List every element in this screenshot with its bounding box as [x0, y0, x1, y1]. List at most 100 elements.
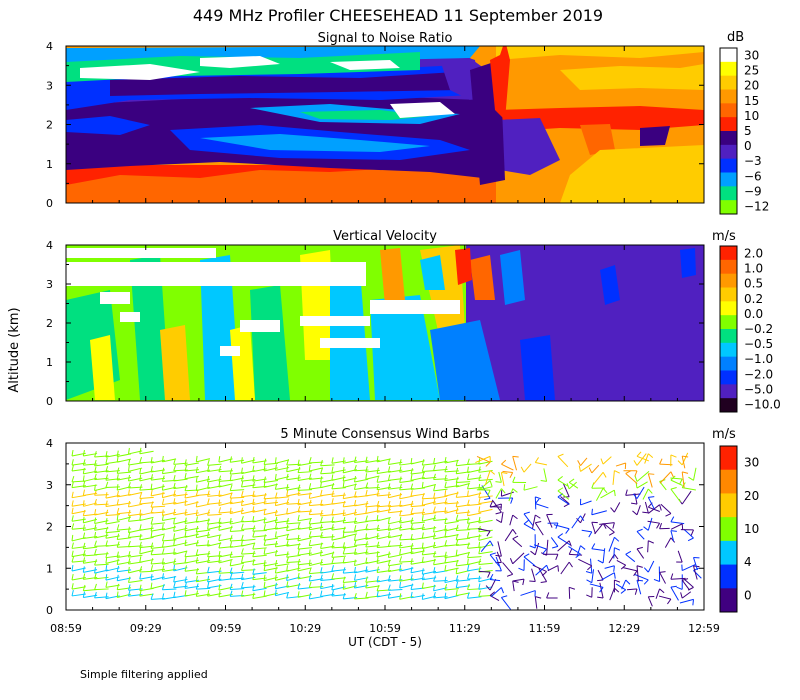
wind-barb — [456, 481, 471, 483]
wind-barb-flag — [184, 576, 187, 583]
wind-barb-flag — [387, 506, 391, 513]
wind-barb-flag — [365, 557, 368, 564]
wind-barb — [670, 586, 679, 601]
wind-barb-flag — [642, 511, 649, 514]
wind-barb-flag — [331, 474, 334, 481]
wind-barb-flag — [331, 573, 335, 580]
wind-barb-flag — [636, 565, 643, 568]
wind-barb — [151, 469, 166, 473]
wind-barb-flag — [82, 459, 86, 466]
wind-barb-flag — [71, 583, 74, 590]
vv-heatmap — [66, 245, 704, 401]
wind-barb — [184, 501, 199, 506]
wind-barb-flag — [612, 522, 615, 529]
wind-barb — [535, 564, 547, 576]
wind-barb-flag — [252, 531, 255, 538]
wind-barb-flag — [410, 474, 413, 481]
wind-barb — [481, 485, 491, 499]
wind-barb-flag — [308, 575, 312, 582]
wind-barb-flag — [263, 560, 266, 567]
wind-barb-flag — [444, 531, 447, 538]
wind-barb-flag — [116, 474, 119, 481]
wind-barb — [343, 533, 357, 538]
wind-barb — [139, 536, 154, 541]
wind-barb-flag — [71, 500, 74, 507]
wind-barb-flag — [320, 516, 323, 523]
wind-barb-flag — [588, 467, 593, 474]
wind-barb-flag — [184, 491, 187, 499]
wind-barb — [422, 552, 437, 556]
wind-barb — [399, 469, 414, 473]
wind-barb — [498, 471, 502, 483]
wind-barb-flag — [557, 533, 564, 538]
wind-barb — [105, 559, 120, 564]
wind-barb-flag — [354, 476, 357, 483]
wind-barb — [376, 559, 391, 564]
wind-barb-flag — [128, 551, 131, 558]
wind-barb-flag — [354, 566, 356, 573]
wind-barb-flag — [173, 576, 176, 583]
wind-barb-flag — [82, 573, 86, 580]
wind-barb-flag — [320, 542, 323, 549]
wind-barb-flag — [376, 514, 379, 522]
wind-barb — [94, 511, 109, 516]
wind-barb — [647, 560, 655, 573]
wind-barb-flag — [320, 582, 323, 589]
wind-barb — [599, 522, 615, 525]
wind-barb — [399, 503, 414, 507]
wind-barb-flag — [399, 483, 402, 490]
wind-barb-flag — [690, 529, 694, 536]
wind-barb-flag — [399, 593, 402, 600]
wind-barb-flag — [229, 497, 232, 504]
wind-barb-flag — [455, 533, 459, 541]
wind-barb-flag — [320, 459, 323, 466]
wind-barb — [252, 529, 267, 532]
wind-barb-flag — [551, 545, 559, 549]
wind-barb-flag — [71, 476, 75, 483]
wind-barb — [286, 487, 301, 491]
wind-barb — [591, 548, 605, 552]
wind-barb-flag — [161, 565, 165, 572]
wind-barb-flag — [297, 484, 301, 491]
wind-barb-flag — [218, 590, 221, 597]
wind-barb-flag — [512, 529, 517, 535]
wind-barb-flag — [444, 517, 447, 524]
wind-barb-flag — [82, 584, 86, 591]
wind-barb-flag — [444, 465, 448, 472]
wind-barb-flag — [410, 558, 413, 565]
wind-barb-flag — [116, 551, 119, 558]
wind-barb — [275, 496, 290, 499]
wind-barb-flag — [387, 474, 391, 481]
wind-barb — [83, 453, 98, 457]
x-tick-label: 10:59 — [369, 622, 401, 635]
wind-barb-flag — [444, 592, 447, 599]
wind-barb — [613, 502, 621, 513]
wind-barb-flag — [387, 575, 391, 582]
wind-barb — [173, 567, 188, 572]
wind-barb-flag — [331, 524, 334, 531]
wind-barb-flag — [520, 466, 525, 473]
wind-barb-flag — [670, 573, 674, 580]
wind-barb-flag — [161, 491, 164, 498]
wind-barb — [467, 492, 482, 497]
wind-barb-flag — [478, 590, 482, 597]
snr-colorbar-swatch — [720, 75, 737, 90]
wind-barb-flag — [342, 509, 345, 516]
wind-barb-flag — [116, 533, 120, 540]
wind-barb — [670, 479, 683, 486]
wind-barb-flag — [568, 561, 573, 568]
filter-note: Simple filtering applied — [80, 668, 208, 681]
wind-barb-flag — [150, 542, 154, 549]
wind-barb — [444, 492, 459, 497]
wind-barb-flag — [320, 499, 323, 506]
wind-barb-flag — [184, 509, 187, 516]
wind-barb — [546, 514, 553, 528]
vv-colorbar-unit: m/s — [712, 229, 736, 244]
wind-barb-flag — [656, 522, 661, 529]
wind-barb — [275, 563, 290, 567]
wind-barb-flag — [229, 567, 233, 574]
wind-barb-flag — [455, 567, 458, 574]
wind-barb — [647, 517, 653, 531]
wind-barb-flag — [161, 455, 164, 462]
